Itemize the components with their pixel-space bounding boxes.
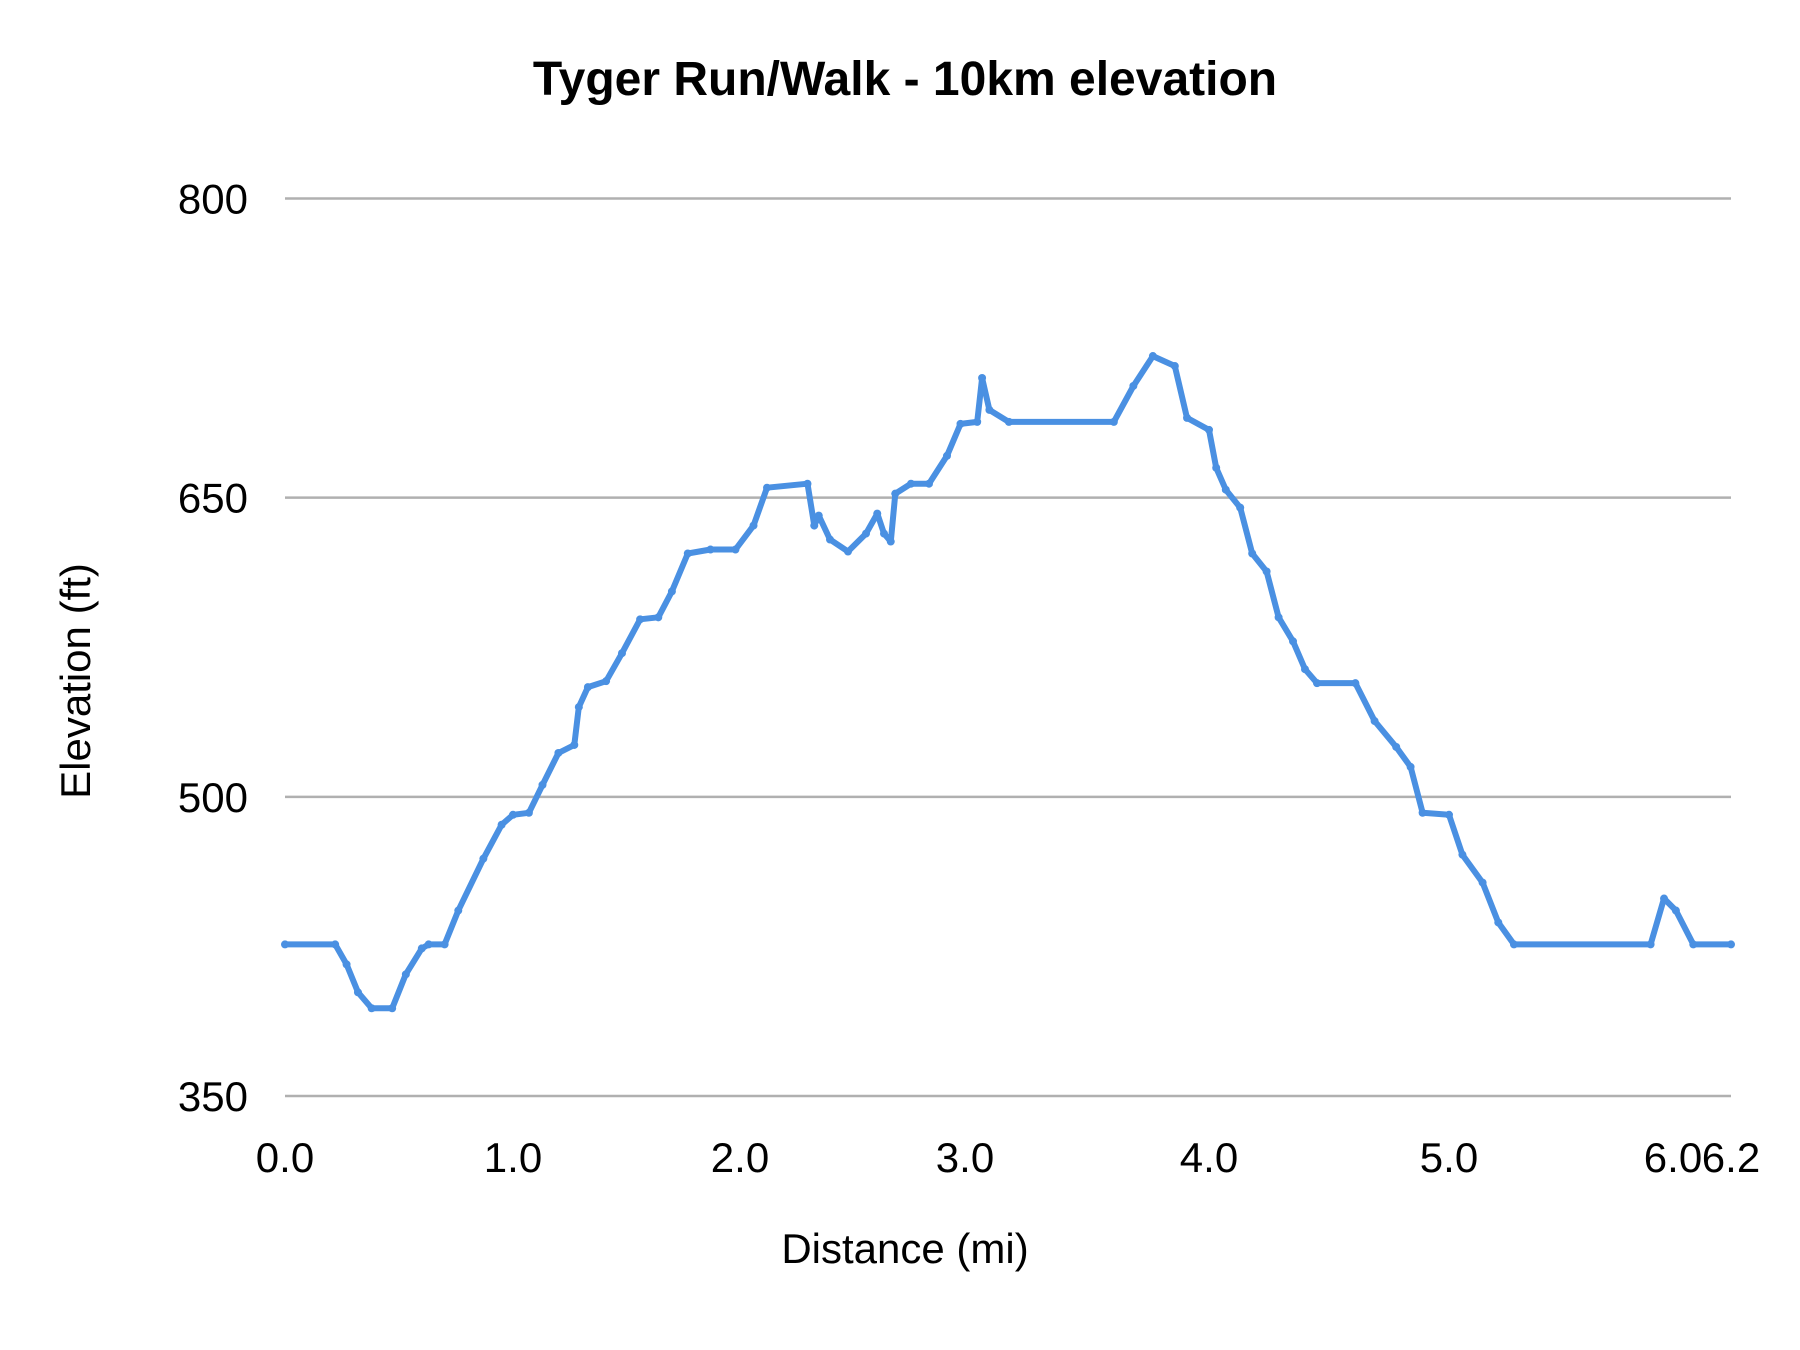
data-point — [891, 489, 900, 498]
data-point — [1248, 549, 1257, 558]
data-point — [667, 587, 676, 596]
data-point — [1109, 417, 1118, 426]
data-point — [440, 940, 449, 949]
elevation-points — [281, 352, 1735, 1013]
data-point — [1392, 742, 1401, 751]
data-point — [1418, 808, 1427, 817]
data-point — [538, 780, 547, 789]
data-point — [810, 521, 819, 530]
data-point — [925, 479, 933, 488]
x-tick-label: 5.0 — [1420, 1134, 1478, 1181]
data-point — [497, 820, 506, 829]
data-point — [763, 483, 771, 492]
data-point — [973, 417, 982, 426]
data-point — [1274, 613, 1283, 622]
data-point — [978, 374, 987, 382]
data-point — [1148, 352, 1157, 361]
data-point — [417, 944, 426, 953]
data-point — [814, 511, 823, 520]
data-point — [731, 545, 740, 554]
data-point — [1727, 940, 1735, 949]
data-point — [479, 854, 488, 863]
data-point — [617, 649, 626, 658]
data-point — [554, 748, 563, 757]
data-point — [1660, 894, 1669, 903]
data-point — [331, 940, 340, 949]
data-point — [574, 703, 583, 712]
y-tick-label: 350 — [178, 1073, 248, 1120]
data-point — [1004, 417, 1013, 426]
data-point — [1478, 878, 1487, 887]
data-point — [602, 677, 611, 686]
data-point — [388, 1004, 397, 1013]
data-point — [803, 479, 812, 488]
data-point — [454, 906, 463, 915]
data-point — [873, 509, 882, 518]
data-point — [1458, 850, 1467, 859]
data-point — [886, 537, 895, 546]
data-point — [749, 521, 758, 530]
data-point — [1262, 567, 1271, 576]
data-point — [880, 529, 888, 538]
x-tick-label: 6.2 — [1702, 1134, 1760, 1181]
data-point — [1212, 463, 1221, 472]
elevation-line — [282, 353, 1734, 1012]
data-point — [509, 810, 517, 819]
data-point — [342, 960, 351, 969]
data-point — [1170, 362, 1179, 371]
data-point — [683, 549, 692, 558]
data-point — [844, 547, 852, 556]
data-point — [1301, 665, 1309, 674]
y-tick-label: 650 — [178, 475, 248, 522]
data-point — [907, 479, 915, 488]
data-point — [956, 419, 965, 428]
data-point — [826, 535, 834, 544]
data-point — [353, 988, 362, 997]
x-tick-label: 4.0 — [1180, 1134, 1238, 1181]
data-point — [706, 545, 715, 554]
data-point — [636, 615, 645, 624]
data-point — [1236, 503, 1245, 512]
data-point — [862, 529, 870, 538]
data-point — [367, 1004, 376, 1013]
x-tick-label: 6.0 — [1644, 1134, 1702, 1181]
x-tick-label: 2.0 — [711, 1134, 769, 1181]
data-point — [1129, 381, 1138, 390]
data-point — [1289, 637, 1297, 646]
chart-title: Tyger Run/Walk - 10km elevation — [533, 53, 1277, 106]
data-point — [1221, 485, 1230, 494]
data-point — [943, 451, 951, 460]
data-point — [1445, 810, 1453, 819]
data-point — [570, 740, 579, 749]
y-tick-label: 500 — [178, 774, 248, 821]
data-point — [1351, 679, 1360, 688]
x-tick-label: 3.0 — [936, 1134, 994, 1181]
x-axis-ticks: 0.0 1.0 2.0 3.0 4.0 5.0 6.0 6.2 — [256, 1134, 1760, 1181]
y-axis-title: Elevation (ft) — [52, 563, 99, 799]
x-tick-label: 1.0 — [484, 1134, 542, 1181]
gridlines — [285, 197, 1731, 1098]
x-axis-title: Distance (mi) — [781, 1225, 1028, 1272]
data-point — [1370, 717, 1379, 726]
data-point — [1205, 425, 1213, 434]
data-point — [281, 940, 289, 949]
data-point — [1689, 940, 1698, 949]
y-axis-ticks: 350 500 650 800 — [178, 176, 248, 1121]
data-point — [1183, 413, 1192, 422]
data-point — [1406, 762, 1415, 771]
data-point — [1494, 918, 1503, 927]
y-tick-label: 800 — [178, 176, 248, 223]
data-point — [1646, 940, 1655, 949]
data-point — [1313, 679, 1321, 688]
data-point — [654, 613, 663, 622]
data-point — [985, 405, 994, 414]
data-point — [424, 940, 433, 949]
data-point — [583, 683, 592, 692]
x-tick-label: 0.0 — [256, 1134, 314, 1181]
data-point — [1671, 906, 1680, 915]
data-point — [401, 970, 410, 979]
data-point — [524, 808, 533, 817]
data-point — [1509, 940, 1518, 949]
